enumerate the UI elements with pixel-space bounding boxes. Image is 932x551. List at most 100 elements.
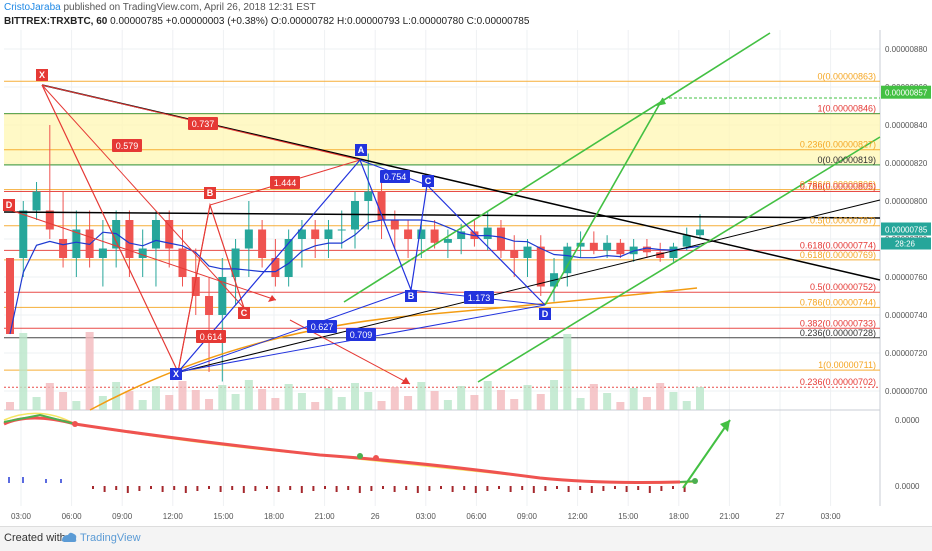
histogram-bar [498,486,500,489]
volume-bar [682,401,691,410]
indicator-tick-label: 0.0000 [895,482,920,491]
chart-header-symbol: BITTREX:TRXBTC, 60 0.00000785 +0.0000000… [4,16,529,27]
candle-body [404,229,413,239]
candle-body [483,227,492,239]
tradingview-brand[interactable]: TradingView [80,532,141,544]
ratio-label: 0.709 [350,330,373,340]
time-tick-label: 12:00 [568,512,589,521]
histogram-bar [161,486,164,492]
ratio-label-bg [112,139,142,152]
footer: Created with TradingView [0,526,932,551]
volume-bar [510,399,519,410]
histogram-bar [184,486,187,493]
candle-body [271,258,280,277]
histogram-bar [370,486,373,491]
blue-point-label: B [408,291,415,301]
volume-bar [32,397,41,410]
volume-bar [351,383,359,410]
histogram-bar [614,486,616,489]
cross-dot [692,478,698,484]
candle-body [205,296,214,315]
volume-bar [550,380,559,410]
symbol: BITTREX:TRXBTC, 60 [4,16,108,27]
price-tick-label: 0.00000820 [885,159,928,168]
histogram-bar [486,486,489,491]
candle-body [19,210,28,258]
red-pattern-diagonal [41,84,245,309]
red-point-label: C [241,308,248,318]
histogram-bar [138,486,141,491]
candle-body [6,258,14,334]
histogram-bar [556,486,558,489]
volume-bar [138,400,147,410]
histogram-bar [347,486,350,490]
candle-body [191,277,200,296]
signal-line [3,412,696,484]
volume-bar [311,402,320,410]
candle-body [377,191,386,220]
candle-body [125,220,134,258]
time-tick-label: 06:00 [62,512,83,521]
candle-body [311,229,320,239]
volume-bar [205,399,214,410]
histogram-bar [648,486,651,493]
arrow-up-icon [720,420,730,432]
ratio-label-bg [196,330,226,343]
candle-body [98,248,107,258]
volume-bar [364,392,373,410]
histogram-bar [126,486,129,493]
volume-bar [258,389,267,410]
blue-moving-average [9,219,701,335]
fib-zone-band [4,113,880,165]
ratio-label-bg [188,117,218,130]
histogram-bar [8,477,10,483]
histogram-bar [300,486,303,493]
histogram-bar [544,486,547,491]
volume-bar [457,386,466,410]
fib-bands [4,80,880,388]
histogram-bar [266,486,268,489]
volume-bar [523,385,532,410]
candle-body [417,229,426,239]
price-tick-label: 0.00000720 [885,349,928,358]
candle-body [59,239,68,258]
volume-bar [642,397,651,410]
red-point-label: B [207,188,214,198]
volume-bar [417,382,426,410]
time-tick-label: 26 [371,512,380,521]
price-tick-label: 0.00000740 [885,311,928,320]
histogram-bar [428,486,431,491]
histogram-bar [92,486,94,489]
author-name[interactable]: CristoJaraba [4,2,61,13]
red-point-box [3,199,15,211]
candle-body [351,201,359,230]
volume-bar [430,391,439,410]
volume-bar [390,387,399,410]
histogram-bar [242,486,245,493]
histogram-bar [660,486,663,491]
volume-bar [244,380,253,410]
histogram-bar [196,486,199,491]
grid [4,30,881,506]
volume-bar [284,384,293,410]
volume-bar [536,394,545,410]
candle-body [178,248,187,277]
candle-body [297,229,306,239]
histogram-bar [289,486,292,490]
histogram-bar [532,486,535,493]
time-tick-label: 09:00 [517,512,538,521]
volume-bar [191,390,200,410]
price-chart[interactable]: 0.737 0.579 1.444 0.614 0.754 0.627 0.709 1.173… [0,0,932,526]
time-tick-label: 18:00 [669,512,690,521]
price-tick-label: 0.00000800 [885,197,928,206]
price-tick-label: 0.00000760 [885,273,928,282]
time-tick-label: 03:00 [11,512,32,521]
red-arrow-line1 [9,209,277,301]
volume-bar [85,332,94,410]
candle-body [218,277,227,315]
candle-body [682,235,691,247]
tradingview-logo-icon [62,532,77,542]
fib-label: 0.618(0.00000774) [800,240,876,250]
candle-body [430,229,439,243]
histogram-bar [602,486,605,491]
